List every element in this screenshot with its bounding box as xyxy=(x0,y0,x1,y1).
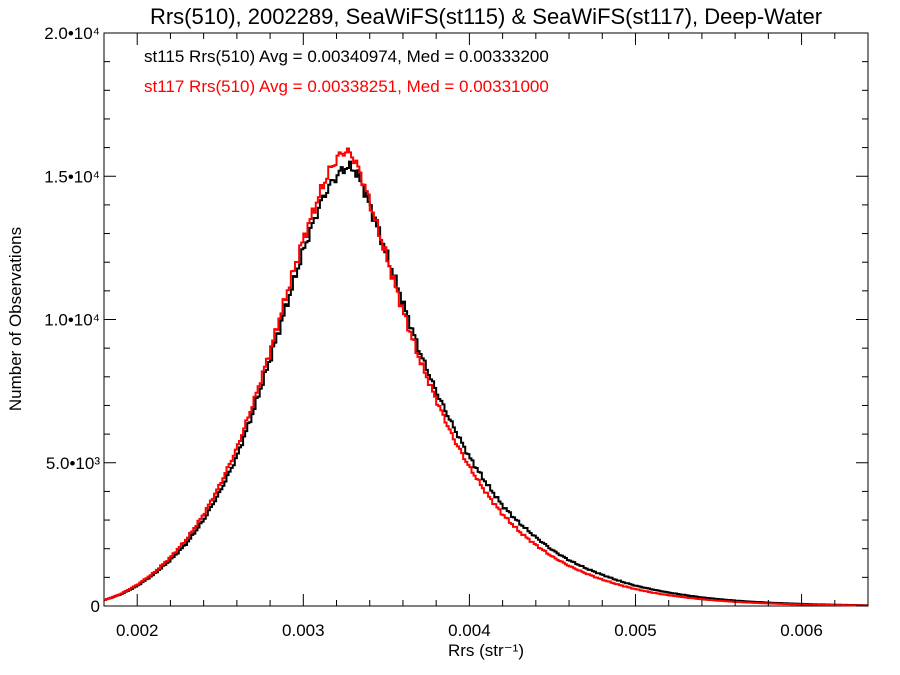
chart-title: Rrs(510), 2002289, SeaWiFS(st115) & SeaW… xyxy=(150,4,822,29)
y-tick-label-1: 5.0•10³ xyxy=(46,454,100,473)
annotation-st115: st115 Rrs(510) Avg = 0.00340974, Med = 0… xyxy=(144,47,549,66)
series-layer xyxy=(104,147,868,607)
y-axis-label: Number of Observations xyxy=(6,227,25,411)
x-tick-label-0: 0.002 xyxy=(116,621,159,640)
x-tick-label-4: 0.006 xyxy=(780,621,823,640)
y-tick-label-2: 1.0•10⁴ xyxy=(44,311,100,330)
y-tick-label-0: 0 xyxy=(91,597,100,616)
annotation-st117: st117 Rrs(510) Avg = 0.00338251, Med = 0… xyxy=(144,77,549,96)
plot-area xyxy=(103,32,869,607)
x-tick-label-3: 0.005 xyxy=(614,621,657,640)
series-line-1 xyxy=(104,147,868,607)
series-line-0 xyxy=(104,160,868,607)
y-tick-label-4: 2.0•10⁴ xyxy=(44,24,100,43)
x-tick-label-1: 0.003 xyxy=(282,621,325,640)
y-tick-label-3: 1.5•10⁴ xyxy=(44,167,100,186)
x-tick-label-2: 0.004 xyxy=(448,621,491,640)
x-axis-label: Rrs (str⁻¹) xyxy=(448,641,524,660)
axis-ticks: 0.002 0.003 0.004 0.005 0.006 0 5.0•10³ 1.0•10⁴… xyxy=(44,24,869,640)
